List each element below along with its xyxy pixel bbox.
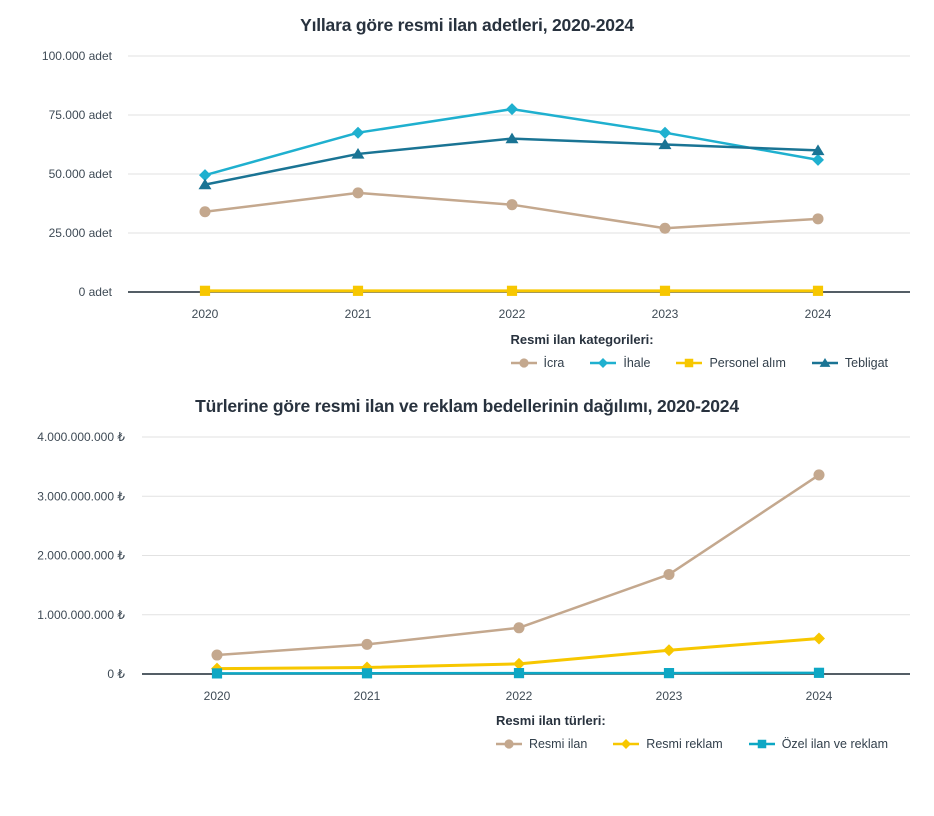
x-tick-label: 2023: [656, 689, 683, 703]
y-tick-label: 25.000 adet: [49, 226, 113, 240]
legend-label: Personel alım: [709, 356, 786, 370]
legend-marker-resmi-ilan: [504, 739, 514, 749]
y-tick-label: 100.000 adet: [42, 49, 113, 63]
legend-marker-ihale: [598, 358, 609, 368]
data-point-ihale[interactable]: [352, 126, 364, 139]
square-legend-icon: [676, 358, 703, 368]
data-point-tebligat[interactable]: [198, 178, 212, 190]
x-tick-label: 2020: [204, 689, 231, 703]
y-tick-label: 4.000.000.000 ₺: [37, 430, 125, 444]
data-point-personel-alim[interactable]: [659, 285, 671, 296]
y-tick-label: 2.000.000.000 ₺: [37, 549, 125, 563]
x-tick-label: 2021: [345, 307, 372, 321]
data-point-resmi-reklam[interactable]: [513, 657, 525, 670]
data-point-ozel-ilan-ve-reklam[interactable]: [211, 668, 223, 679]
data-point-personel-alim[interactable]: [812, 285, 824, 296]
legend-label: Resmi reklam: [646, 737, 723, 751]
x-tick-label: 2022: [499, 307, 526, 321]
diamond-legend-icon: [590, 358, 617, 368]
x-tick-label: 2022: [506, 689, 533, 703]
y-tick-label: 75.000 adet: [49, 108, 113, 122]
y-tick-label: 1.000.000.000 ₺: [37, 608, 125, 622]
y-tick-label: 3.000.000.000 ₺: [37, 489, 125, 503]
chart-title: Türlerine göre resmi ilan ve reklam bede…: [195, 396, 739, 416]
legend-marker-icra: [518, 358, 529, 368]
data-point-icra[interactable]: [659, 222, 671, 234]
circle-legend-icon: [510, 358, 537, 368]
legend-label: Özel ilan ve reklam: [781, 737, 888, 751]
data-point-icra[interactable]: [352, 187, 364, 199]
data-point-ihale[interactable]: [199, 169, 211, 182]
chart-legend: Resmi ilan türleri: Resmi ilan Resmi rekl…: [0, 713, 934, 751]
legend-item-resmi-reklam[interactable]: Resmi reklam: [613, 737, 723, 751]
legend-item-resmi-ilan[interactable]: Resmi ilan: [495, 737, 588, 751]
y-tick-label: 0 adet: [79, 285, 113, 299]
line-chart-counts: 0 adet 25.000 adet 50.000 adet 75.000 adet 1…: [42, 49, 910, 321]
line-chart-values: 0 ₺ 1.000.000.000 ₺ 2.000.000.000 ₺ 3.000.0…: [37, 430, 910, 703]
chart-legend: Resmi ilan kategorileri: İcra İhale Person…: [0, 332, 934, 370]
data-point-ozel-ilan-ve-reklam[interactable]: [813, 667, 825, 678]
data-point-icra[interactable]: [812, 213, 824, 225]
data-point-personel-alim[interactable]: [506, 285, 518, 296]
data-point-resmi-ilan[interactable]: [813, 469, 825, 481]
data-point-resmi-reklam[interactable]: [813, 632, 825, 645]
data-point-icra[interactable]: [506, 199, 518, 211]
data-point-personel-alim[interactable]: [352, 285, 364, 296]
legend-label: İcra: [543, 356, 565, 370]
legend-items: İcra İhale Personel alım Tebligat: [510, 356, 888, 370]
data-point-tebligat[interactable]: [811, 144, 825, 156]
legend-label: Resmi ilan: [528, 737, 588, 751]
data-point-ozel-ilan-ve-reklam[interactable]: [361, 668, 373, 679]
legend-marker-tebligat: [819, 358, 831, 367]
legend-item-personel-alim[interactable]: Personel alım: [676, 356, 786, 370]
data-point-tebligat[interactable]: [658, 138, 672, 150]
data-point-tebligat[interactable]: [505, 132, 519, 144]
x-tick-label: 2023: [652, 307, 679, 321]
legend-label: Tebligat: [844, 356, 888, 370]
x-tick-label: 2020: [192, 307, 219, 321]
legend-item-tebligat[interactable]: Tebligat: [811, 356, 888, 370]
legend-title: Resmi ilan türleri:: [495, 713, 606, 728]
legend-label: İhale: [623, 356, 651, 370]
legend-marker-personel-alim: [685, 358, 694, 368]
legend-item-ihale[interactable]: İhale: [590, 356, 650, 370]
y-tick-label: 50.000 adet: [49, 167, 113, 181]
x-tick-label: 2024: [805, 307, 832, 321]
announcement-counts-chart-section: Yıllara göre resmi ilan adetleri, 2020-2…: [0, 0, 934, 370]
data-point-icra[interactable]: [199, 206, 211, 218]
circle-legend-icon: [495, 739, 522, 749]
data-point-personel-alim[interactable]: [199, 285, 211, 296]
data-point-ihale[interactable]: [812, 153, 824, 166]
chart-title: Yıllara göre resmi ilan adetleri, 2020-2…: [300, 15, 634, 35]
diamond-legend-icon: [613, 739, 640, 749]
announcement-values-chart-section: Türlerine göre resmi ilan ve reklam bede…: [0, 370, 934, 751]
data-point-ozel-ilan-ve-reklam[interactable]: [513, 668, 525, 679]
legend-items: Resmi ilan Resmi reklam Özel ilan ve rekla…: [495, 737, 888, 751]
legend-item-icra[interactable]: İcra: [510, 356, 565, 370]
data-point-resmi-ilan[interactable]: [663, 568, 675, 580]
y-tick-label: 0 ₺: [107, 667, 125, 681]
data-point-resmi-ilan[interactable]: [361, 638, 373, 650]
legend-item-ozel-ilan-ve-reklam[interactable]: Özel ilan ve reklam: [748, 737, 888, 751]
data-point-ihale[interactable]: [659, 126, 671, 139]
data-point-resmi-ilan[interactable]: [211, 649, 223, 661]
data-point-ozel-ilan-ve-reklam[interactable]: [663, 668, 675, 679]
charts-page: Yıllara göre resmi ilan adetleri, 2020-2…: [0, 0, 934, 751]
series-line-tebligat: [203, 137, 820, 186]
data-point-tebligat[interactable]: [351, 147, 365, 159]
legend-marker-resmi-reklam: [621, 739, 632, 749]
data-point-resmi-reklam[interactable]: [663, 644, 675, 657]
x-tick-label: 2024: [806, 689, 833, 703]
data-point-resmi-ilan[interactable]: [513, 622, 525, 634]
series-line-icra: [203, 191, 820, 230]
legend-marker-ozel-ilan-ve-reklam: [757, 739, 766, 749]
square-legend-icon: [748, 739, 775, 749]
data-point-ihale[interactable]: [506, 103, 518, 116]
triangle-legend-icon: [811, 358, 838, 367]
x-tick-label: 2021: [354, 689, 381, 703]
legend-title: Resmi ilan kategorileri:: [510, 332, 654, 347]
